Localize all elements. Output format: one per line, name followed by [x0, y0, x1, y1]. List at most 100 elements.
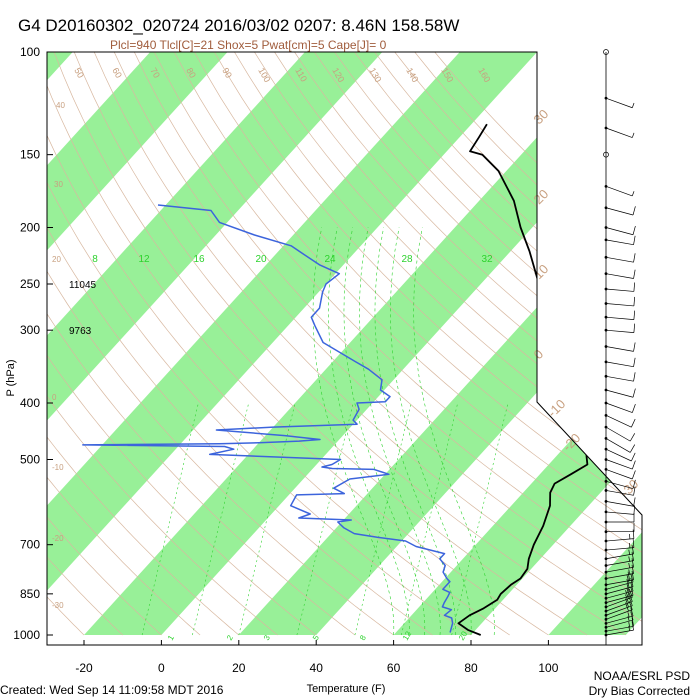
dry-adiabat-line — [294, 52, 642, 636]
wind-barb-staff — [605, 581, 634, 590]
y-axis-label: P (hPa) — [5, 359, 17, 396]
dry-adiabat-line — [274, 52, 642, 636]
isotherm-label: 30 — [531, 106, 552, 127]
moist-adiabat-line — [312, 227, 395, 636]
wind-barb-staff — [605, 619, 634, 628]
x-tick-label: 60 — [387, 661, 401, 675]
wind-barb-staff — [605, 553, 634, 560]
adiabat-label: 50 — [72, 66, 86, 80]
wind-barb-feather — [633, 323, 636, 333]
wind-barb-feather — [628, 592, 633, 602]
wind-barb-staff — [605, 629, 634, 636]
adiabat-label: 40 — [56, 101, 65, 110]
y-tick-label: 850 — [20, 587, 40, 601]
height-label: 9763 — [69, 326, 92, 337]
dry-adiabat-line — [93, 52, 642, 636]
dry-adiabat-line — [47, 52, 433, 636]
wind-barb-staff — [605, 361, 634, 368]
moist-adiabat-line — [328, 227, 410, 636]
y-tick-label: 250 — [20, 277, 40, 291]
dry-adiabat-line — [47, 52, 472, 636]
wind-barb-staff — [605, 615, 634, 624]
dewpoint-line — [82, 204, 454, 633]
dry-adiabat-line — [47, 52, 278, 636]
x-tick-label: -20 — [75, 661, 93, 675]
wind-barb-feather — [631, 570, 634, 580]
dry-adiabat-line — [47, 52, 123, 636]
x-tick-label: 40 — [310, 661, 324, 675]
dewpoint-series — [82, 204, 454, 633]
wind-barb-feather — [631, 460, 636, 470]
y-axis: 100 150 200 250 300 400 500 700 850 1000 — [13, 45, 53, 642]
height-label: 11045 — [69, 280, 97, 291]
wind-barb-feather — [633, 282, 636, 292]
wind-barb-staff — [605, 566, 634, 573]
wind-barb-calm — [603, 151, 609, 158]
y-tick-label: 300 — [20, 323, 40, 337]
y-tick-label: 400 — [20, 396, 40, 410]
dry-adiabat-line — [173, 52, 642, 636]
wind-barbs — [603, 49, 636, 637]
wind-barb-staff — [605, 127, 633, 138]
created-text: Created: Wed Sep 14 11:09:58 MDT 2016 — [0, 683, 224, 697]
wind-barb-feather — [633, 372, 636, 382]
mixing-ratio-label: 16 — [193, 254, 205, 265]
wind-barb-feather — [628, 562, 630, 568]
wind-barb-feather — [629, 433, 636, 442]
wind-barb-staff — [605, 402, 633, 413]
wind-barb-calm — [603, 49, 609, 55]
wind-barb-feather — [633, 253, 636, 263]
y-tick-label: 100 — [20, 45, 40, 59]
wind-barb-feather — [629, 444, 636, 453]
wind-barb-staff — [605, 625, 634, 632]
wind-barb-feather — [632, 225, 636, 235]
wind-barb-feather — [631, 470, 636, 480]
mixing-ratio-label: 2 — [225, 633, 235, 642]
mixing-ratio-label: 3 — [262, 633, 272, 642]
isotherm-band — [393, 52, 642, 635]
height-labels: 11045 9763 — [69, 280, 97, 337]
adiabat-label: -30 — [52, 601, 64, 610]
wind-barb-staff — [605, 480, 634, 489]
wind-barb-feather — [628, 556, 630, 562]
wind-barb-staff — [605, 273, 634, 279]
wind-barb-feather — [627, 571, 630, 581]
wind-barb-feather — [628, 625, 630, 631]
wind-barb-feather — [630, 573, 634, 583]
wind-barb-staff — [605, 389, 634, 398]
wind-barb-feather — [631, 418, 636, 428]
wind-barb-staff — [605, 605, 633, 616]
wind-barb-staff — [605, 538, 634, 542]
dry-adiabat-line — [113, 52, 642, 636]
wind-barb-staff — [605, 346, 634, 352]
wind-barb-feather — [631, 558, 634, 568]
wind-barb-staff — [605, 415, 632, 428]
mixing-ratio-label: 8 — [358, 633, 368, 642]
wind-barb-staff — [605, 490, 634, 496]
wind-barb-feather — [630, 611, 634, 621]
wind-barb-staff — [605, 469, 633, 480]
adiabat-label: -10 — [52, 463, 64, 472]
adiabat-label: 70 — [148, 66, 162, 80]
wind-barb-feather — [633, 342, 636, 352]
wind-barb-feather — [632, 538, 635, 548]
adiabat-label: 90 — [220, 66, 234, 80]
wind-barb-staff — [605, 207, 634, 216]
isotherm-band — [47, 52, 228, 635]
wind-barb-staff — [605, 329, 634, 333]
y-tick-label: 1000 — [13, 628, 40, 642]
dry-adiabat-line — [47, 52, 162, 636]
isotherm-bands — [47, 52, 642, 635]
wind-barb-feather — [633, 497, 636, 507]
dry-adiabat-line — [0, 52, 7, 635]
chart-title: G4 D20160302_020724 2016/03/02 0207: 8.4… — [18, 16, 459, 35]
wind-barb-feather — [633, 296, 636, 306]
x-tick-label: 80 — [464, 661, 478, 675]
mixing-ratio-label: 8 — [92, 254, 98, 265]
wind-barb-feather — [632, 206, 636, 216]
wind-barb-staff — [605, 448, 632, 462]
wind-barb-staff — [605, 586, 634, 595]
wind-barb-feather — [633, 310, 636, 320]
mixing-ratio-label: 12 — [138, 254, 150, 265]
y-tick-label: 150 — [20, 148, 40, 162]
